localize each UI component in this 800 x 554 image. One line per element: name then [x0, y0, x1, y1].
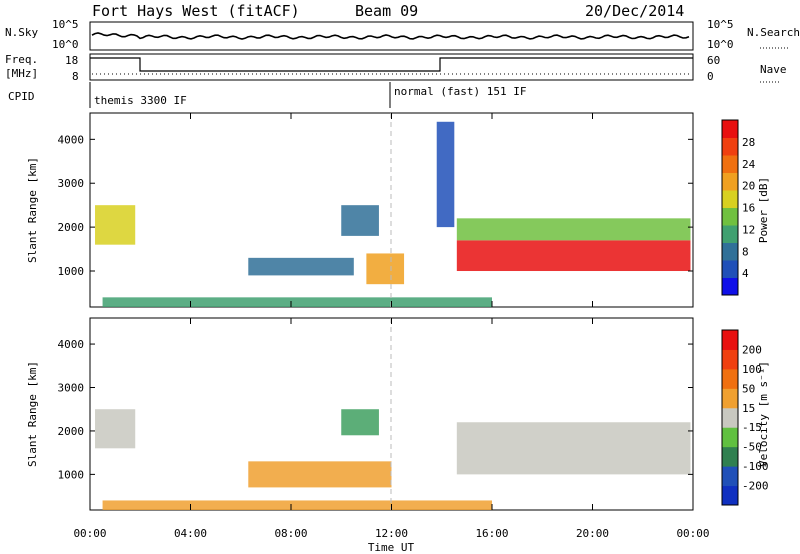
power-ylabel: Slant Range [km]	[26, 157, 39, 263]
colorbar-tick-label: 100	[742, 363, 762, 376]
power-ytick-label: 1000	[58, 265, 85, 278]
velocity-region	[456, 422, 691, 475]
x-axis-title: Time UT	[368, 541, 415, 554]
freq-label-2: [MHz]	[5, 67, 38, 80]
colorbar-segment	[722, 330, 738, 350]
power-ytick-label: 2000	[58, 221, 85, 234]
colorbar-tick-label: 200	[742, 343, 762, 356]
colorbar-segment	[722, 427, 738, 448]
cpid-label: CPID	[8, 90, 35, 103]
colorbar-tick-label: 28	[742, 136, 755, 149]
colorbar-tick-label: 8	[742, 245, 749, 258]
x-tick-label: 04:00	[174, 527, 207, 540]
noise-panel	[89, 21, 694, 51]
velocity-ytick-label: 1000	[58, 468, 85, 481]
beam-label: Beam 09	[355, 2, 418, 20]
colorbar-segment	[722, 260, 738, 278]
colorbar-tick-label: 50	[742, 382, 755, 395]
x-tick-label: 20:00	[576, 527, 609, 540]
freq-right-tick-high: 60	[707, 54, 720, 67]
velocity-ytick-label: 2000	[58, 425, 85, 438]
colorbar-tick-label: 20	[742, 180, 755, 193]
noise-right-tick-high: 10^5	[707, 18, 734, 31]
colorbar-segment	[722, 466, 738, 487]
velocity-ytick-label: 3000	[58, 382, 85, 395]
power-ytick-label: 4000	[58, 133, 85, 146]
power-ytick-label: 3000	[58, 177, 85, 190]
nave-label: Nave	[760, 63, 787, 76]
velocity-region	[102, 500, 492, 510]
velocity-ylabel: Slant Range [km]	[26, 361, 39, 467]
colorbar-tick-label: 12	[742, 223, 755, 236]
power-region	[341, 205, 379, 236]
x-tick-label: 00:00	[676, 527, 709, 540]
colorbar-segment	[722, 407, 738, 428]
cpid-mode-1: themis 3300 IF	[94, 94, 187, 107]
colorbar-segment	[722, 349, 738, 370]
power-region	[436, 121, 455, 228]
colorbar-tick-label: -50	[742, 441, 762, 454]
power-region	[248, 257, 354, 276]
noise-left-tick-low: 10^0	[52, 38, 79, 51]
colorbar-segment	[722, 485, 738, 506]
velocity-region	[248, 461, 392, 488]
date-label: 20/Dec/2014	[585, 2, 684, 20]
colorbar-segment	[722, 207, 738, 226]
power-region	[456, 218, 691, 241]
colorbar-segment	[722, 155, 738, 173]
colorbar-segment	[722, 225, 738, 243]
velocity-ytick-label: 4000	[58, 338, 85, 351]
colorbar-segment	[722, 190, 738, 208]
colorbar-segment	[722, 446, 738, 467]
colorbar-tick-label: -200	[742, 480, 769, 493]
freq-label-1: Freq.	[5, 53, 38, 66]
colorbar-tick-label: -100	[742, 460, 769, 473]
freq-left-tick-low: 8	[72, 70, 79, 83]
noise-sky-label: N.Sky	[5, 26, 38, 39]
noise-left-tick-high: 10^5	[52, 18, 79, 31]
colorbar-tick-label: 24	[742, 158, 756, 171]
colorbar-segment	[722, 388, 738, 409]
x-tick-label: 16:00	[475, 527, 508, 540]
x-tick-label: 00:00	[73, 527, 106, 540]
power-colorbar-label: Power [dB]	[757, 177, 770, 243]
colorbar-tick-label: 4	[742, 267, 749, 280]
velocity-region	[341, 409, 379, 436]
freq-panel	[89, 53, 694, 81]
x-tick-label: 12:00	[375, 527, 408, 540]
power-region	[366, 253, 405, 285]
site-title: Fort Hays West (fitACF)	[92, 2, 300, 20]
colorbar-tick-label: -15	[742, 421, 762, 434]
velocity-colorbar-label: Velocity [m s⁻¹]	[757, 361, 770, 467]
colorbar-segment	[722, 277, 738, 296]
colorbar-tick-label: 15	[742, 402, 755, 415]
colorbar-segment	[722, 120, 738, 138]
power-region	[102, 297, 492, 307]
freq-right-tick-low: 0	[707, 70, 714, 83]
power-panel: Slant Range [km] 1000 2000 3000 4000	[26, 112, 694, 308]
freq-line	[90, 57, 693, 72]
colorbar-segment	[722, 137, 738, 156]
velocity-panel: Slant Range [km] 1000 2000 3000 4000	[26, 317, 694, 511]
colorbar-frame	[721, 329, 739, 506]
power-region	[456, 240, 691, 272]
colorbar-segment	[722, 242, 738, 261]
noise-right-tick-low: 10^0	[707, 38, 734, 51]
colorbar-segment	[722, 172, 738, 191]
power-region	[95, 205, 136, 245]
colorbar-segment	[722, 368, 738, 389]
noise-search-label: N.Search	[747, 26, 800, 39]
colorbar-tick-label: 16	[742, 202, 755, 215]
noise-line	[91, 32, 690, 40]
x-tick-label: 08:00	[274, 527, 307, 540]
power-colorbar	[721, 119, 739, 296]
freq-left-tick-high: 18	[65, 54, 78, 67]
velocity-colorbar	[721, 329, 739, 506]
colorbar-frame	[721, 119, 739, 296]
cpid-mode-2: normal (fast) 151 IF	[394, 85, 526, 98]
velocity-region	[95, 409, 136, 449]
